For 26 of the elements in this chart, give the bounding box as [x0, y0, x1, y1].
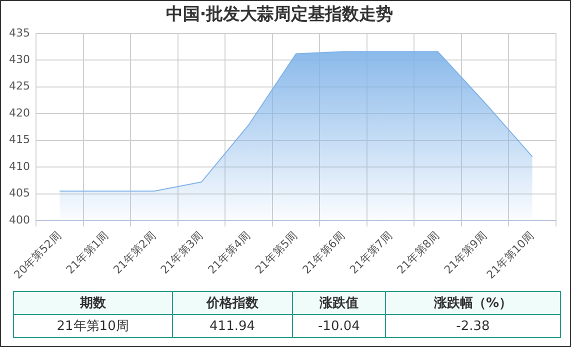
- text: 期数: [14, 292, 172, 314]
- text: 411.94: [172, 314, 292, 338]
- y-tick-label: 420: [8, 106, 30, 120]
- text: -10.04: [292, 314, 386, 338]
- y-tick-label: 435: [8, 26, 30, 40]
- x-tick-label: 21年第8周: [394, 229, 442, 277]
- chart-title: 中国·批发大蒜周定基指数走势: [166, 4, 394, 25]
- x-tick-label: 21年第3周: [158, 229, 206, 277]
- y-tick-label: 415: [8, 133, 30, 146]
- x-tick-label: 21年第2周: [110, 229, 158, 277]
- y-tick-label: 430: [8, 52, 30, 66]
- x-tick-label: 21年第4周: [205, 229, 253, 277]
- x-tick-label: 21年第7周: [347, 229, 395, 277]
- text: 涨跌幅（%）: [385, 292, 560, 314]
- text: 21年第10周: [14, 314, 172, 338]
- text: -2.38: [385, 314, 560, 338]
- x-tick-label: 21年第1周: [64, 229, 112, 277]
- x-tick-label: 21年第6周: [300, 229, 348, 277]
- y-tick-label: 425: [8, 80, 30, 93]
- y-tick-label: 410: [8, 160, 30, 173]
- text: 价格指数: [172, 292, 292, 314]
- x-tick-label: 21年第5周: [252, 229, 300, 277]
- y-tick-label: 400: [8, 213, 30, 226]
- x-tick-label: 20年第52周: [11, 229, 64, 282]
- y-tick-label: 405: [8, 186, 30, 200]
- text: 涨跌值: [292, 292, 386, 314]
